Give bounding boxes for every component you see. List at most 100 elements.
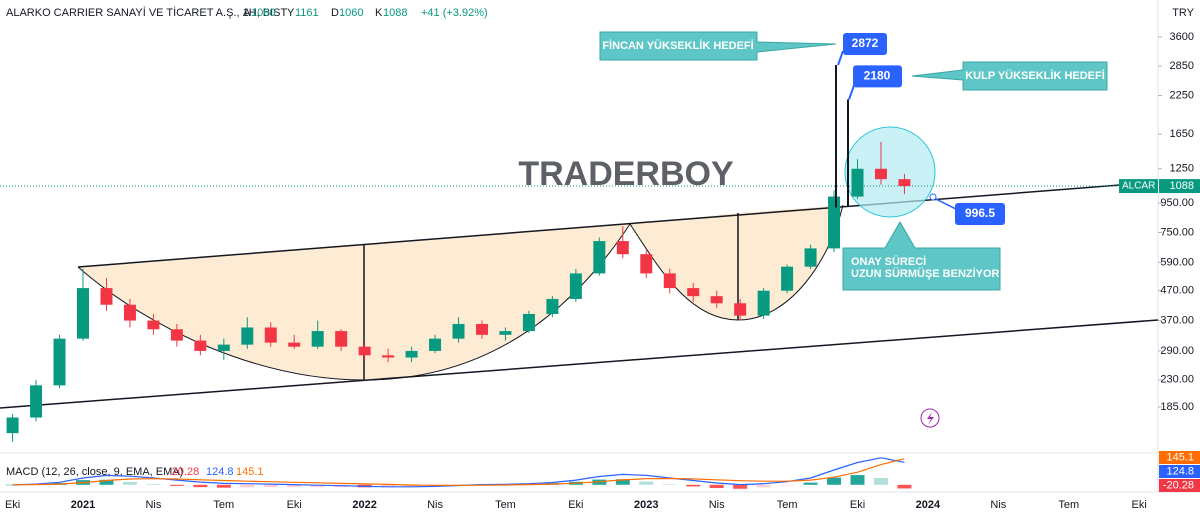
candle-body (522, 313, 535, 332)
badge-pointer (935, 198, 957, 210)
candle-body (499, 331, 512, 335)
x-tick-label: Nis (990, 499, 1006, 511)
x-tick-label: Tem (1058, 499, 1079, 511)
ohlc-value: 1161 (295, 7, 319, 19)
candle-body (757, 290, 770, 316)
macd-histogram (263, 484, 278, 488)
x-tick-label: Eki (1132, 499, 1147, 511)
x-tick-label: Tem (213, 499, 234, 511)
candle-body (53, 338, 66, 386)
candle-body (452, 323, 465, 339)
macd-badge-label: -20.28 (1163, 479, 1194, 491)
macd-histogram (381, 484, 396, 488)
x-tick-label: Tem (777, 499, 798, 511)
macd-histogram (310, 484, 325, 488)
candle-body (663, 273, 676, 289)
handle-fill (630, 205, 843, 320)
price-badge-label: 1088 (1170, 180, 1194, 192)
candle-body (569, 273, 582, 299)
macd-histogram (287, 484, 302, 488)
x-tick-label: Eki (850, 499, 865, 511)
y-tick-label: 950.00 (1160, 197, 1194, 209)
macd-histogram (873, 477, 888, 485)
target-badge (853, 65, 902, 88)
candle-body (898, 179, 911, 187)
target-label: 2872 (852, 36, 879, 50)
macd-histogram (99, 479, 114, 485)
ohlc-header: A 1060 Y 1161 D 1060 K 1088 +41 (+3.92%) (243, 7, 488, 19)
ohlc-key: Y (287, 7, 295, 19)
macd-value: 124.8 (206, 466, 234, 478)
candle-body (804, 248, 817, 267)
callout-text: FİNCAN YÜKSEKLİK HEDEFİ (602, 39, 753, 52)
x-tick-label: 2024 (916, 499, 941, 511)
candle-body (640, 254, 653, 274)
macd-histogram (404, 484, 419, 487)
candle-body (241, 327, 254, 345)
level-point (929, 193, 937, 201)
candle-body (851, 168, 864, 197)
macd-badge-label: 124.8 (1166, 465, 1194, 477)
macd-histogram (639, 481, 654, 485)
confirmation-circle (844, 126, 936, 218)
y-tick-label: 750.00 (1160, 226, 1194, 238)
macd-title: MACD (12, 26, close, 9, EMA, EMA) (6, 466, 183, 478)
callout (911, 61, 1108, 91)
candle-body (358, 346, 371, 356)
x-tick-label: Eki (5, 499, 20, 511)
macd-histogram (240, 484, 255, 488)
macd-histogram (897, 484, 912, 489)
candle-body (874, 168, 887, 180)
badge-pointer (848, 85, 855, 100)
y-tick-label: 2250 (1170, 89, 1194, 101)
candle-body (170, 329, 183, 341)
neckline (77, 181, 1159, 268)
ohlc-value: 1060 (251, 7, 275, 19)
candle-body (616, 241, 629, 255)
ohlc-key: A (243, 7, 251, 19)
candle-body (781, 266, 794, 291)
y-tick-label: 290.00 (1160, 345, 1194, 357)
candle-body (6, 417, 19, 434)
y-tick-label: 185.00 (1160, 401, 1194, 413)
macd-histogram (686, 484, 701, 487)
macd-histogram (193, 484, 208, 488)
candle-body (147, 320, 160, 330)
candle-body (828, 196, 841, 249)
callout-text: UZUN SÜRMÜŞE BENZİYOR (851, 267, 1000, 280)
macd-histogram (169, 484, 184, 486)
candle-body (710, 296, 723, 304)
watermark: TRADERBOY (518, 155, 734, 193)
candle-body (429, 338, 442, 351)
event-bolt (927, 412, 934, 425)
candle-body (335, 331, 348, 347)
x-tick-label: Nis (145, 499, 161, 511)
channel-line (0, 319, 1159, 409)
target-label: 2180 (864, 69, 891, 83)
macd-histogram (827, 477, 842, 485)
candle-body (593, 241, 606, 274)
y-tick-label: 3600 (1170, 31, 1194, 43)
y-tick-label: 590.00 (1160, 256, 1194, 268)
macd-histogram (5, 484, 20, 486)
x-tick-label: Eki (287, 499, 302, 511)
macd-badge-label: 145.1 (1166, 451, 1194, 463)
ohlc-key: K (375, 7, 383, 19)
price-badge (1159, 179, 1200, 194)
callout (842, 220, 1001, 291)
macd-histogram (756, 484, 771, 488)
candle-body (100, 288, 113, 305)
macd-histogram (615, 479, 630, 485)
candle-body (311, 331, 324, 347)
candle-body (264, 327, 277, 343)
x-tick-label: 2023 (634, 499, 658, 511)
candle-body (546, 298, 559, 314)
ohlc-value: 1088 (383, 7, 407, 19)
currency: TRY (1172, 7, 1194, 19)
chart-title: ALARKO CARRIER SANAYİ VE TİCARET A.Ş., 1… (6, 6, 287, 19)
candle-body (194, 340, 207, 351)
callout-text: KULP YÜKSEKLİK HEDEFİ (965, 69, 1105, 82)
x-tick-label: Eki (568, 499, 583, 511)
